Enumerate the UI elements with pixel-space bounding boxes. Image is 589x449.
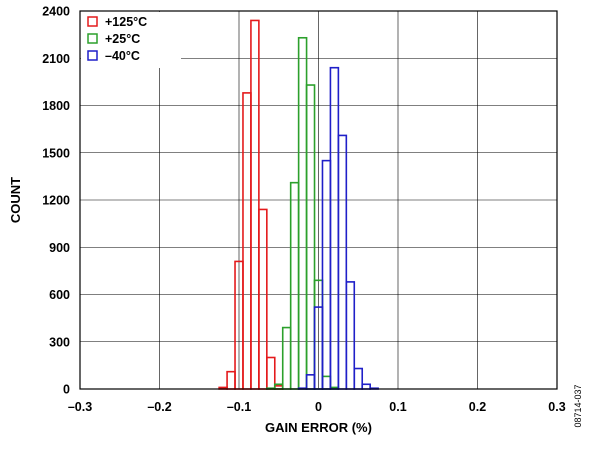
histogram-bar bbox=[283, 328, 291, 389]
x-tick-label: –0.2 bbox=[147, 400, 171, 414]
histogram-bar bbox=[362, 384, 370, 389]
legend: +125°C +25°C –40°C bbox=[81, 12, 181, 68]
y-tick-label: 1200 bbox=[42, 194, 70, 208]
legend-label-125c: +125°C bbox=[105, 15, 147, 29]
y-tick-label: 0 bbox=[63, 383, 70, 397]
histogram-bar bbox=[354, 369, 362, 389]
histogram-bar bbox=[346, 282, 354, 389]
y-tick-label: 300 bbox=[49, 335, 70, 349]
figure-code: 08714-037 bbox=[573, 384, 583, 427]
x-tick-label: 0 bbox=[315, 400, 322, 414]
histogram-bar bbox=[259, 209, 267, 389]
histogram-bar bbox=[243, 93, 251, 389]
y-tick-labels: 0 300 600 900 1200 1500 1800 2100 2400 bbox=[42, 5, 70, 397]
histogram-bar bbox=[322, 161, 330, 389]
histogram-bar bbox=[307, 375, 315, 389]
x-tick-labels: –0.3 –0.2 –0.1 0 0.1 0.2 0.3 bbox=[68, 400, 566, 414]
histogram-bars bbox=[219, 20, 378, 389]
histogram-bar bbox=[251, 20, 259, 389]
legend-label-25c: +25°C bbox=[105, 32, 140, 46]
y-tick-label: 2100 bbox=[42, 52, 70, 66]
histogram-bar bbox=[338, 135, 346, 389]
x-tick-label: 0.1 bbox=[389, 400, 406, 414]
histogram-bar bbox=[330, 68, 338, 389]
y-tick-label: 1800 bbox=[42, 99, 70, 113]
x-tick-label: –0.1 bbox=[227, 400, 251, 414]
histogram-bar bbox=[275, 384, 283, 389]
histogram-bar bbox=[315, 307, 323, 389]
histogram-bar bbox=[291, 183, 299, 389]
x-tick-label: 0.3 bbox=[548, 400, 565, 414]
histogram-bar bbox=[267, 358, 275, 390]
series-0-bars bbox=[219, 20, 283, 389]
y-tick-label: 900 bbox=[49, 241, 70, 255]
y-tick-label: 600 bbox=[49, 288, 70, 302]
legend-label-minus40c: –40°C bbox=[105, 49, 140, 63]
x-axis-title: GAIN ERROR (%) bbox=[265, 420, 372, 435]
histogram-bar bbox=[235, 261, 243, 389]
x-tick-label: 0.2 bbox=[469, 400, 486, 414]
histogram-bar bbox=[227, 372, 235, 389]
y-tick-label: 1500 bbox=[42, 146, 70, 160]
x-tick-label: –0.3 bbox=[68, 400, 92, 414]
histogram-bar bbox=[307, 85, 315, 389]
y-tick-label: 2400 bbox=[42, 5, 70, 19]
histogram-bar bbox=[299, 38, 307, 389]
y-axis-title: COUNT bbox=[8, 177, 23, 223]
